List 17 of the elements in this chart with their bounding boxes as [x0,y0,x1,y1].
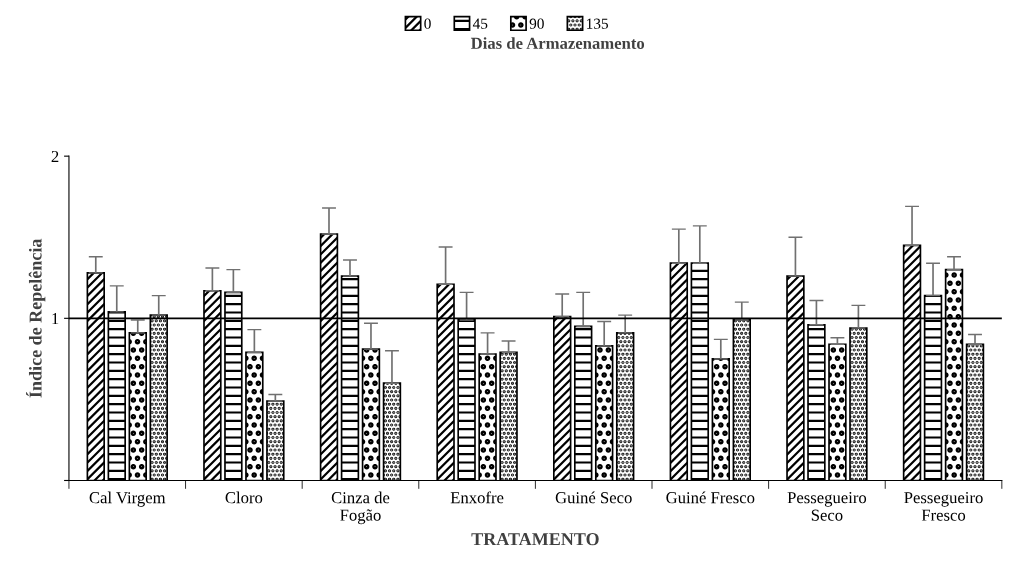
x-tick-label: Enxofre [450,491,504,504]
legend-label: 135 [587,18,608,29]
x-tick-label: Cinza de Fogão [331,491,390,525]
x-axis-title: TRATAMENTO [471,533,599,546]
x-tick-label: Cloro [225,491,263,504]
legend-label: 90 [529,18,544,29]
legend-label: 45 [472,18,488,29]
x-tick-label: Pessegueiro Seco [787,492,867,521]
y-tick-label: 2 [51,150,59,162]
legend-title: Dias de Armazenamento [470,37,645,49]
x-tick-label: Guiné Fresco [666,491,755,504]
x-tick-label: Cal Virgem [89,491,166,507]
x-tick-label: Pessegueiro Fresco [904,492,983,521]
x-tick-label: Guiné Seco [555,491,632,504]
y-axis-title: Índice de Repelência [26,238,46,398]
legend-label: 0 [424,18,431,29]
y-tick-label: 1 [52,313,59,325]
